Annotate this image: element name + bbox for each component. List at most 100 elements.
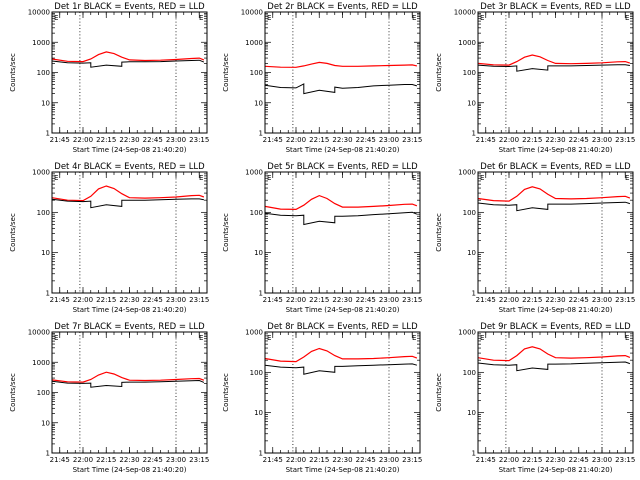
x-tick-label: 23:00 <box>379 296 399 304</box>
panel-title: Det 8r BLACK = Events, RED = LLD <box>267 322 418 332</box>
plot-frame <box>264 331 421 454</box>
y-axis-label: Counts/sec <box>435 373 443 412</box>
x-axis-label: Start Time (24-Sep-08 21:40:20) <box>499 146 613 154</box>
y-tick-label: 1 <box>472 130 476 138</box>
y-axis-label: Counts/sec <box>222 213 230 252</box>
x-tick-label: 22:45 <box>569 136 589 144</box>
detector-panel-1: Det 1r BLACK = Events, RED = LLD Counts/s… <box>9 2 209 154</box>
panel-title: Det 5r BLACK = Events, RED = LLD <box>267 162 418 172</box>
events-series-line <box>477 201 631 212</box>
x-tick-label: 22:45 <box>356 296 376 304</box>
y-axis-label: Counts/sec <box>9 373 17 412</box>
y-tick-label: 1 <box>259 290 263 298</box>
y-tick-label: 10 <box>254 249 263 257</box>
lld-series-line <box>51 185 205 202</box>
y-tick-label: 100 <box>463 369 476 377</box>
x-tick-label: 22:00 <box>499 456 519 464</box>
y-tick-label: 1000 <box>245 39 263 47</box>
x-tick-label: 23:15 <box>189 136 209 144</box>
corner-mark-left: E <box>54 174 58 182</box>
x-tick-label: 23:15 <box>615 136 635 144</box>
x-tick-label: 21:45 <box>263 296 283 304</box>
y-tick-label: 10000 <box>28 9 50 17</box>
y-tick-label: 10000 <box>454 9 476 17</box>
detector-panel-4: Det 4r BLACK = Events, RED = LLD Counts/s… <box>9 162 209 314</box>
x-tick-label: 22:30 <box>332 296 352 304</box>
lld-series-line <box>477 54 631 66</box>
detector-panel-3: Det 3r BLACK = Events, RED = LLD Counts/s… <box>435 2 635 154</box>
corner-mark-left: E <box>267 174 271 182</box>
x-tick-label: 22:15 <box>96 296 116 304</box>
corner-mark-right: E <box>625 174 629 182</box>
corner-mark-right: E <box>199 334 203 342</box>
x-tick-label: 23:00 <box>379 136 399 144</box>
x-tick-label: 22:45 <box>356 456 376 464</box>
x-tick-label: 23:15 <box>402 136 422 144</box>
events-series-line <box>264 211 418 226</box>
x-tick-label: 23:15 <box>189 296 209 304</box>
events-series-line <box>264 83 418 95</box>
x-tick-label: 22:30 <box>332 456 352 464</box>
y-tick-label: 1 <box>259 130 263 138</box>
lld-series-line <box>264 61 418 68</box>
x-tick-label: 22:15 <box>309 456 329 464</box>
plot-frame <box>477 171 634 294</box>
x-tick-label: 21:45 <box>476 136 496 144</box>
y-tick-label: 10 <box>41 249 50 257</box>
corner-mark-right: E <box>199 14 203 22</box>
x-tick-label: 22:30 <box>545 136 565 144</box>
corner-mark-left: E <box>480 174 484 182</box>
x-tick-label: 23:00 <box>592 456 612 464</box>
panel-title: Det 2r BLACK = Events, RED = LLD <box>267 2 418 12</box>
events-series-line <box>51 379 205 388</box>
x-tick-label: 22:45 <box>143 456 163 464</box>
x-axis-label: Start Time (24-Sep-08 21:40:20) <box>73 146 187 154</box>
y-axis-label: Counts/sec <box>9 53 17 92</box>
x-tick-label: 21:45 <box>476 456 496 464</box>
lld-series-line <box>51 51 205 63</box>
x-axis-label: Start Time (24-Sep-08 21:40:20) <box>286 306 400 314</box>
y-tick-label: 1000 <box>245 329 263 337</box>
y-tick-label: 1000 <box>245 169 263 177</box>
plot-frame <box>477 331 634 454</box>
x-tick-label: 22:30 <box>119 136 139 144</box>
y-tick-label: 1 <box>472 450 476 458</box>
events-series-line <box>264 363 418 375</box>
x-tick-label: 22:15 <box>522 296 542 304</box>
x-axis-label: Start Time (24-Sep-08 21:40:20) <box>499 306 613 314</box>
y-tick-label: 1 <box>46 450 50 458</box>
x-tick-label: 23:15 <box>402 456 422 464</box>
y-tick-label: 1000 <box>32 359 50 367</box>
x-tick-label: 22:30 <box>119 456 139 464</box>
x-tick-label: 21:45 <box>50 296 70 304</box>
y-tick-label: 100 <box>250 209 263 217</box>
lld-series-line <box>264 194 418 211</box>
x-tick-label: 22:15 <box>522 456 542 464</box>
x-tick-label: 23:00 <box>592 136 612 144</box>
events-series-line <box>51 198 204 209</box>
y-axis-label: Counts/sec <box>435 213 443 252</box>
corner-mark-right: E <box>412 14 416 22</box>
corner-mark-left: E <box>267 334 271 342</box>
panel-title: Det 3r BLACK = Events, RED = LLD <box>480 2 631 12</box>
x-tick-label: 22:30 <box>545 456 565 464</box>
x-tick-label: 22:00 <box>499 136 519 144</box>
events-series-line <box>477 64 630 72</box>
y-axis-label: Counts/sec <box>222 53 230 92</box>
x-tick-label: 22:00 <box>73 296 93 304</box>
y-tick-label: 100 <box>250 369 263 377</box>
x-tick-label: 22:00 <box>73 136 93 144</box>
events-series-line <box>477 361 631 372</box>
x-tick-label: 22:45 <box>569 456 589 464</box>
x-tick-label: 21:45 <box>50 136 70 144</box>
y-tick-label: 10 <box>254 409 263 417</box>
x-tick-label: 22:15 <box>522 136 542 144</box>
x-tick-label: 21:45 <box>263 136 283 144</box>
x-tick-label: 22:00 <box>286 296 306 304</box>
detector-panel-9: Det 9r BLACK = Events, RED = LLD Counts/s… <box>435 322 635 474</box>
corner-mark-left: E <box>54 334 58 342</box>
y-tick-label: 1000 <box>32 169 50 177</box>
panel-title: Det 4r BLACK = Events, RED = LLD <box>54 162 205 172</box>
y-tick-label: 1000 <box>458 39 476 47</box>
